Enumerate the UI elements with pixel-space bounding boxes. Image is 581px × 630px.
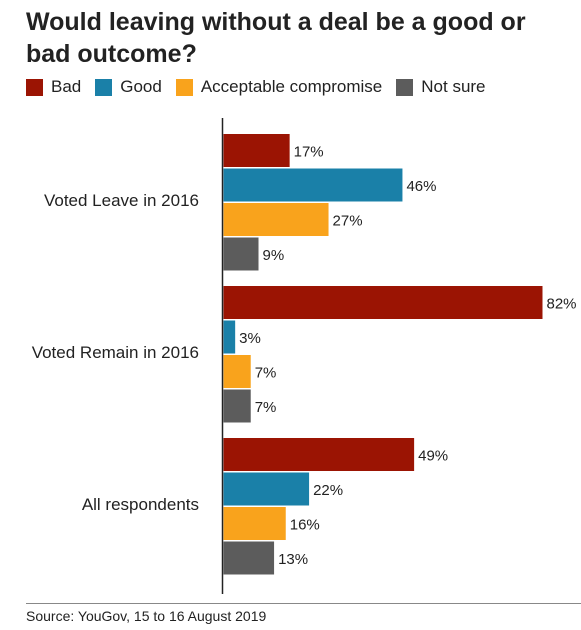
bar-all-respondents-not-sure (223, 541, 275, 575)
footer-rule (26, 603, 581, 604)
legend-label-acceptable-compromise: Acceptable compromise (200, 77, 383, 96)
bar-voted-remain-in-2016-bad (223, 286, 543, 319)
bar-voted-leave-in-2016-acceptable-compromise (223, 203, 329, 236)
bar-voted-leave-in-2016-not-sure (223, 237, 259, 271)
data-label-voted-leave-in-2016-acceptable-compromise: 27% (333, 213, 363, 230)
bar-all-respondents-acceptable-compromise (223, 507, 286, 540)
bar-voted-remain-in-2016-not-sure (223, 389, 251, 423)
category-label-voted-leave-in-2016: Voted Leave in 2016 (44, 191, 199, 210)
legend-item-acceptable-compromise: Acceptable compromise (175, 77, 383, 97)
bar-all-respondents-bad (223, 438, 415, 471)
source-note: Source: YouGov, 15 to 16 August 2019 (26, 608, 267, 624)
legend-swatch-acceptable-compromise (175, 78, 193, 96)
legend-item-not-sure: Not sure (396, 77, 486, 97)
legend-swatch-good (95, 78, 113, 96)
data-label-voted-leave-in-2016-good: 46% (406, 178, 436, 195)
data-label-voted-remain-in-2016-not-sure: 7% (255, 399, 277, 416)
bar-all-respondents-good (223, 472, 310, 506)
data-label-voted-leave-in-2016-bad: 17% (294, 144, 324, 161)
bar-voted-remain-in-2016-good (223, 320, 236, 354)
bar-voted-leave-in-2016-good (223, 168, 403, 202)
data-label-all-respondents-not-sure: 13% (278, 551, 308, 568)
legend-swatch-bad (26, 78, 43, 96)
data-label-all-respondents-good: 22% (313, 482, 343, 499)
data-label-voted-remain-in-2016-acceptable-compromise: 7% (255, 365, 277, 382)
legend-swatch-not-sure (396, 78, 414, 96)
data-label-voted-remain-in-2016-bad: 82% (547, 296, 577, 313)
legend-label-bad: Bad (51, 77, 82, 96)
legend-label-not-sure: Not sure (421, 77, 486, 96)
data-label-all-respondents-acceptable-compromise: 16% (290, 517, 320, 534)
bar-voted-leave-in-2016-bad (223, 134, 290, 167)
data-label-all-respondents-bad: 49% (418, 448, 448, 465)
legend: Bad Good Acceptable compromise Not sure (26, 76, 500, 98)
bar-voted-remain-in-2016-acceptable-compromise (223, 355, 251, 388)
legend-item-bad: Bad (26, 77, 81, 97)
data-label-voted-remain-in-2016-good: 3% (239, 330, 261, 347)
category-label-all-respondents: All respondents (82, 495, 199, 514)
chart-title: Would leaving without a deal be a good o… (26, 8, 526, 68)
legend-label-good: Good (120, 77, 162, 96)
data-label-voted-leave-in-2016-not-sure: 9% (263, 247, 285, 264)
category-label-voted-remain-in-2016: Voted Remain in 2016 (32, 343, 199, 362)
legend-item-good: Good (95, 77, 162, 97)
